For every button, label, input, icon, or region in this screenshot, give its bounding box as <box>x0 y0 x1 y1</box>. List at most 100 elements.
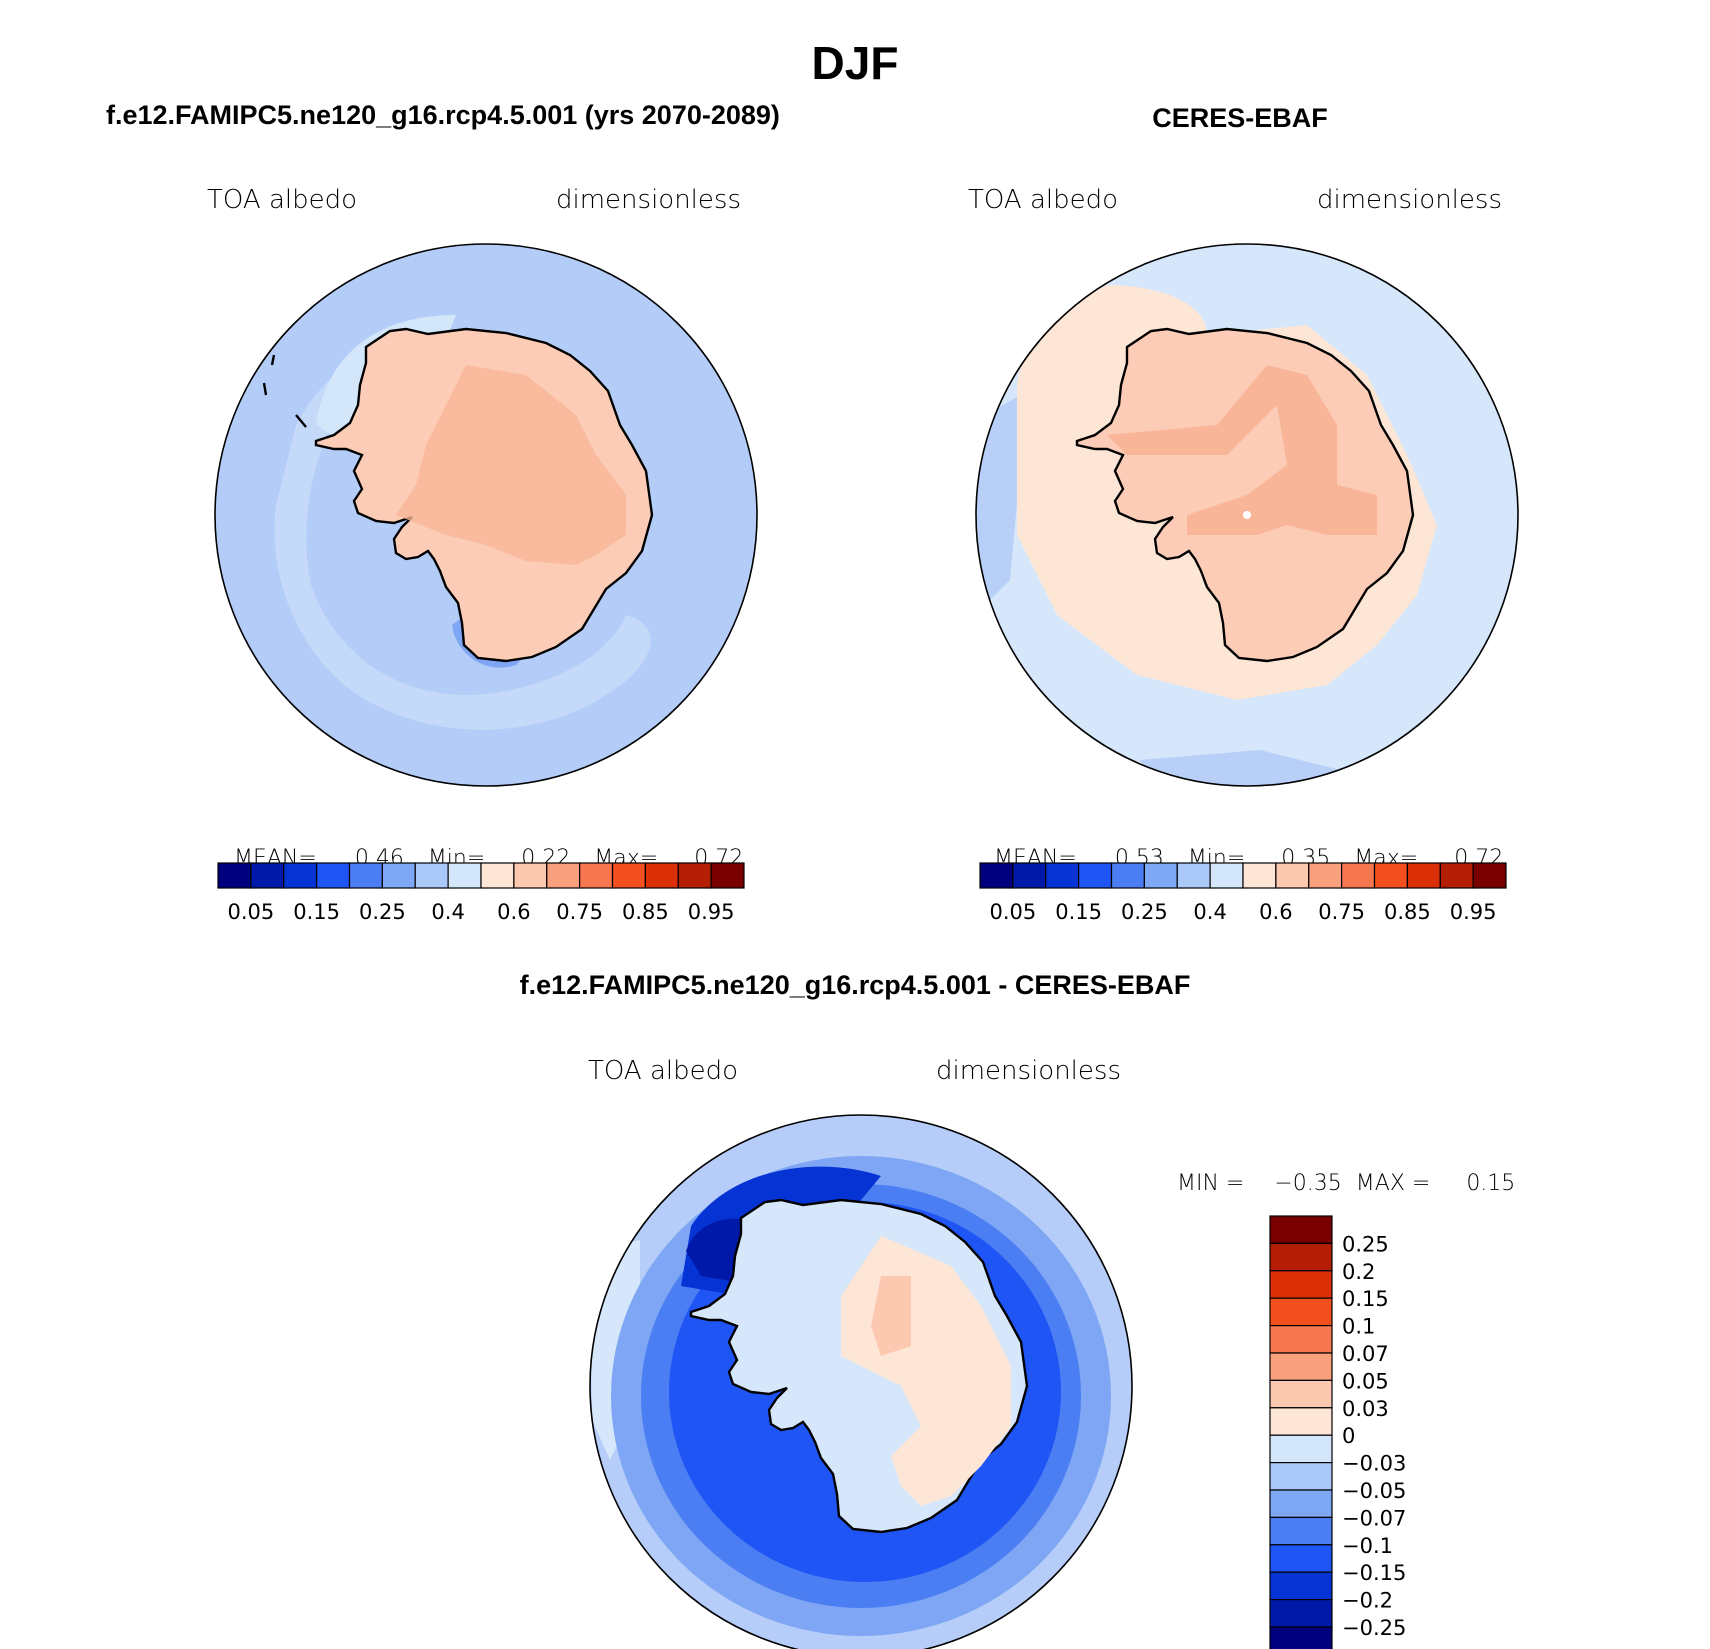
colorbar-box <box>1269 1379 1333 1409</box>
var-label-model: TOA albedo <box>207 185 358 215</box>
colorbar-box <box>1269 1489 1333 1518</box>
colorbar-box <box>710 862 745 889</box>
colorbar-box <box>1078 862 1113 889</box>
map-obs-plateau <box>1107 365 1377 535</box>
colorbar-tick-label: 0.07 <box>1342 1342 1389 1366</box>
colorbar-tick-label: 0.25 <box>1342 1232 1389 1256</box>
colorbar-box <box>1269 1297 1333 1327</box>
colorbar-box <box>1269 1242 1333 1272</box>
unit-label-model: dimensionless <box>556 185 741 215</box>
colorbar-tick-label: 0.75 <box>1318 900 1365 924</box>
map-model <box>214 243 758 787</box>
colorbar-box <box>1176 862 1211 889</box>
colorbar-box <box>546 862 581 889</box>
colorbar-tick-label: −0.15 <box>1342 1561 1406 1585</box>
colorbar-box <box>348 862 383 889</box>
colorbar-box <box>1472 862 1507 889</box>
map-diff <box>589 1114 1133 1649</box>
colorbar-box <box>644 862 679 889</box>
colorbar-box <box>1269 1324 1333 1354</box>
colorbar-box <box>1269 1215 1333 1244</box>
colorbar-tick-label: 0.2 <box>1342 1260 1375 1284</box>
colorbar-tick-label: 0.4 <box>1193 900 1226 924</box>
stat-min-label: MIN = <box>1177 1171 1245 1196</box>
colorbar-tick-label: 0.1 <box>1342 1315 1375 1339</box>
map-obs <box>975 243 1519 787</box>
colorbar-box <box>1269 1352 1333 1381</box>
map-obs-pole-hole <box>1243 511 1251 519</box>
colorbar-box <box>1373 862 1408 889</box>
colorbar-box <box>1439 862 1474 889</box>
map-diff-warm-core <box>871 1276 911 1356</box>
colorbar-box <box>1209 862 1244 889</box>
panel-title-diff: f.e12.FAMIPC5.ne120_g16.rcp4.5.001 - CER… <box>519 970 1191 1000</box>
colorbar-tick-label: 0.15 <box>1055 900 1102 924</box>
colorbar-box <box>1269 1270 1333 1299</box>
colorbar-box <box>1269 1571 1333 1601</box>
colorbar-tick-label: 0.15 <box>293 900 340 924</box>
colorbar-tick-label: 0.6 <box>497 900 530 924</box>
colorbar-box <box>579 862 614 889</box>
colorbar-box <box>316 862 351 889</box>
figure-title: DJF <box>811 37 899 89</box>
colorbar-tick-label: −0.05 <box>1342 1479 1406 1503</box>
colorbar-box <box>1269 1434 1333 1464</box>
colorbar-box <box>1045 862 1080 889</box>
colorbar-tick-label: −0.1 <box>1342 1534 1393 1558</box>
colorbar-tick-label: −0.2 <box>1342 1589 1393 1613</box>
colorbar-tick-label: 0.05 <box>1342 1369 1389 1393</box>
map-model-ice-ring <box>274 336 651 730</box>
unit-label-obs: dimensionless <box>1317 185 1502 215</box>
var-label-diff: TOA albedo <box>588 1056 739 1086</box>
colorbar-tick-label: 0.6 <box>1259 900 1292 924</box>
panel-title-obs: CERES-EBAF <box>1152 103 1328 133</box>
colorbar-box <box>1110 862 1145 889</box>
colorbar-tick-label: 0.25 <box>359 900 406 924</box>
colorbar-tick-label: 0.4 <box>431 900 464 924</box>
colorbar-tick-label: 0.05 <box>989 900 1036 924</box>
colorbar-obs: 0.05 0.15 0.25 0.4 0.6 0.75 0.85 0.95 <box>979 862 1507 924</box>
colorbar-tick-label: 0 <box>1342 1424 1355 1448</box>
colorbar-box <box>1242 862 1277 889</box>
colorbar-diff: 0.25 0.2 0.15 0.1 0.07 0.05 0.03 0 −0.03 −0.05 −0.… <box>1269 1215 1406 1649</box>
stats-diff: MIN = −0.35 MAX = 0.15 <box>1163 1146 1515 1196</box>
map-diff-border <box>589 1114 1133 1649</box>
colorbar-tick-label: 0.75 <box>556 900 603 924</box>
colorbar-box <box>283 862 318 889</box>
colorbar-box <box>250 862 285 889</box>
colorbar-box <box>1269 1516 1333 1546</box>
colorbar-box <box>1406 862 1441 889</box>
colorbar-box <box>1269 1598 1333 1628</box>
colorbar-box <box>1341 862 1376 889</box>
map-model-coast-strip <box>452 619 526 668</box>
stat-max-value: 0.15 <box>1466 1171 1516 1196</box>
colorbar-model: 0.05 0.15 0.25 0.4 0.6 0.75 0.85 0.95 <box>217 862 745 924</box>
colorbar-box <box>513 862 548 889</box>
colorbar-tick-label: −0.03 <box>1342 1452 1406 1476</box>
colorbar-box <box>677 862 712 889</box>
colorbar-box <box>480 862 515 889</box>
colorbar-box <box>1269 1407 1333 1436</box>
colorbar-box <box>1143 862 1178 889</box>
colorbar-tick-label: 0.95 <box>1450 900 1497 924</box>
map-obs-border <box>975 243 1519 787</box>
colorbar-box <box>1269 1461 1333 1491</box>
colorbar-tick-label: 0.03 <box>1342 1397 1389 1421</box>
colorbar-tick-label: 0.15 <box>1342 1287 1389 1311</box>
colorbar-box <box>414 862 449 889</box>
stat-min-value: −0.35 <box>1274 1171 1342 1196</box>
colorbar-tick-label: 0.95 <box>688 900 735 924</box>
colorbar-box <box>611 862 646 889</box>
map-model-border <box>214 243 758 787</box>
colorbar-tick-label: −0.25 <box>1342 1616 1406 1640</box>
colorbar-tick-label: 0.85 <box>622 900 669 924</box>
colorbar-tick-label: 0.85 <box>1384 900 1431 924</box>
colorbar-box <box>381 862 416 889</box>
colorbar-box <box>1308 862 1343 889</box>
colorbar-box <box>1269 1626 1333 1649</box>
unit-label-diff: dimensionless <box>936 1056 1121 1086</box>
colorbar-box <box>1012 862 1047 889</box>
var-label-obs: TOA albedo <box>968 185 1119 215</box>
map-model-peninsula-islands <box>262 354 307 428</box>
